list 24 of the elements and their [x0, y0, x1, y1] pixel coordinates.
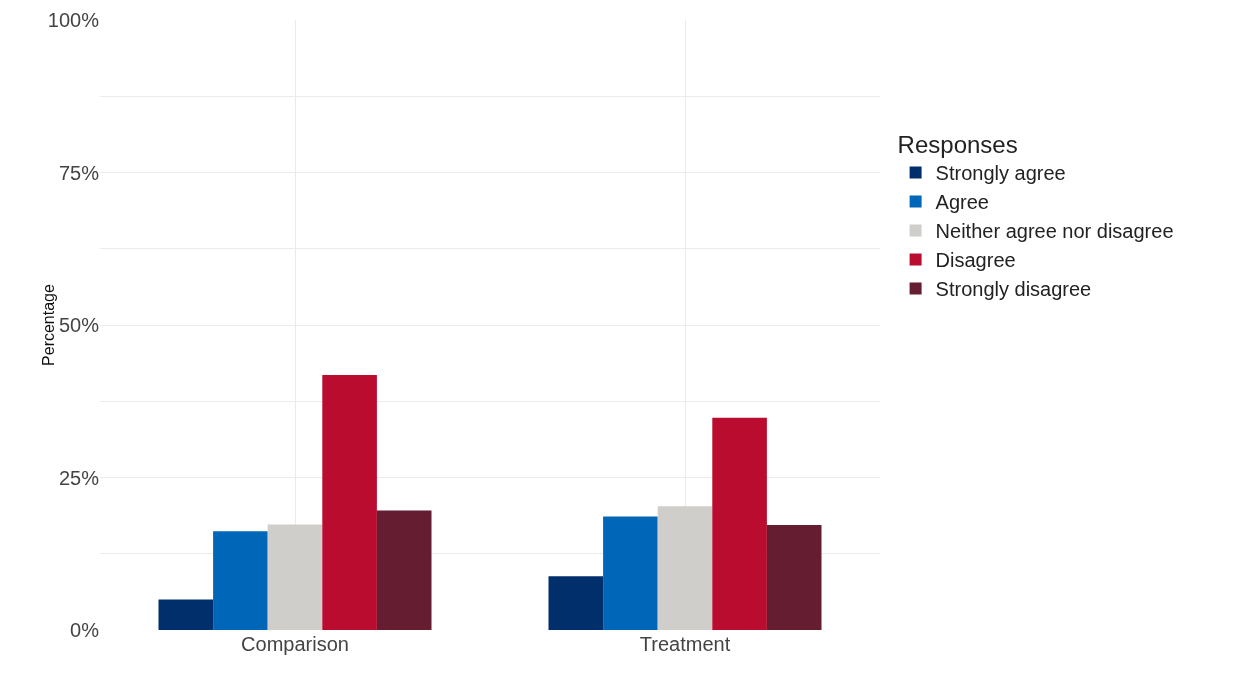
- y-tick-label: 100%: [47, 9, 100, 31]
- bar: [712, 417, 767, 630]
- legend-title: Responses: [897, 130, 1018, 158]
- bar: [766, 525, 822, 630]
- bar: [657, 506, 713, 630]
- x-tick-label: Treatment: [639, 633, 731, 655]
- bar: [213, 531, 268, 630]
- bar: [267, 524, 323, 630]
- legend-label: Strongly disagree: [935, 278, 1092, 301]
- y-tick-label: 75%: [58, 161, 100, 184]
- legend-label: Disagree: [935, 249, 1016, 272]
- y-tick-label: 25%: [58, 466, 100, 489]
- y-axis-title: Percentage: [39, 283, 57, 366]
- y-tick-label: 50%: [58, 314, 100, 336]
- legend-label: Neither agree nor disagree: [935, 220, 1174, 243]
- bar: [158, 599, 214, 630]
- legend-label: Agree: [935, 191, 989, 214]
- y-tick-label: 0%: [70, 619, 100, 641]
- bar: [376, 510, 432, 630]
- bar: [322, 375, 377, 630]
- bar: [603, 516, 658, 630]
- bar: [548, 576, 604, 630]
- x-tick-label: Comparison: [241, 633, 349, 655]
- legend-label: Strongly agree: [935, 162, 1066, 185]
